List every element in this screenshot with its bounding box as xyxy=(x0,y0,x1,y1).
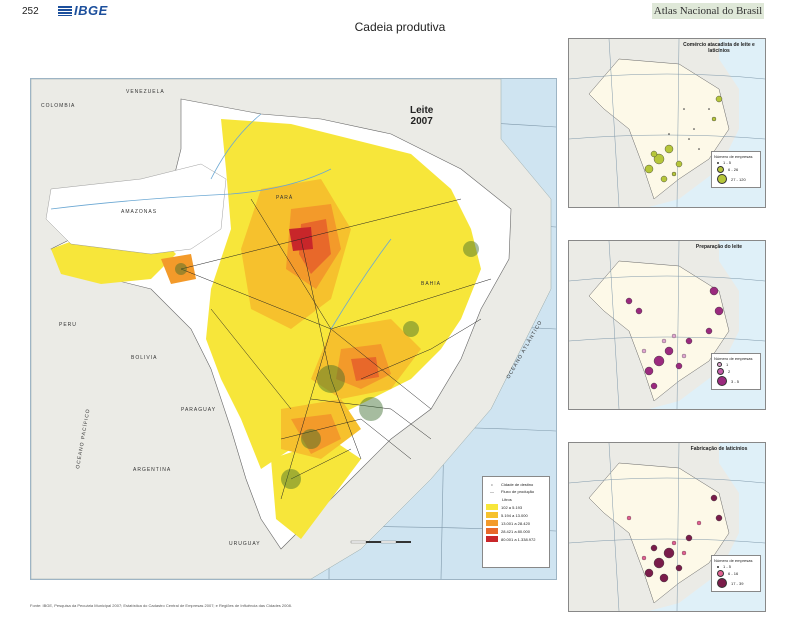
legend-classes-header: Litros xyxy=(502,497,512,502)
source-note: Fonte: IBGE, Pesquisa da Pecuária Munici… xyxy=(30,603,292,608)
inset-legend-label: 1 - 5 xyxy=(723,160,732,165)
swatch-icon xyxy=(486,512,498,518)
main-map-svg: VENEZUELA COLOMBIA PERU BOLIVIA PARAGUAY… xyxy=(31,79,556,579)
label-colombia: COLOMBIA xyxy=(41,103,75,109)
section-title: Cadeia produtiva xyxy=(354,20,446,34)
label-argentina: ARGENTINA xyxy=(133,467,171,473)
map-title: Leite 2007 xyxy=(410,105,433,127)
dot-icon xyxy=(717,368,724,375)
legend-class-label: 28.421 a 80.000 xyxy=(501,528,530,534)
flow-line-icon: — xyxy=(490,489,494,494)
legend-class-label: 5.194 a 13.000 xyxy=(501,512,528,518)
inset-legend-label: 2 xyxy=(728,369,731,374)
inset-wholesale-title: Comércio atacadista de leite e laticínio… xyxy=(683,42,755,54)
dot-icon xyxy=(717,174,727,184)
legend-class-row: 80.001 a 1.338.972 xyxy=(486,536,546,542)
dot-icon xyxy=(717,362,722,367)
legend-flow: — Fluxo de produção xyxy=(486,489,546,494)
dot-icon: • xyxy=(491,482,493,487)
label-amazonas: AMAZONAS xyxy=(121,209,157,215)
label-para: PARÁ xyxy=(276,194,293,201)
inset-legend-title: Número de empresas xyxy=(714,154,753,159)
amazon-area xyxy=(45,163,227,255)
inset-legend-row: 17 - 39 xyxy=(714,578,758,588)
legend-class-label: 13.001 a 28.420 xyxy=(501,520,530,526)
inset-legend-label: 6 - 26 xyxy=(728,167,739,172)
flow-nodes xyxy=(175,241,479,489)
inset-legend-label: 17 - 39 xyxy=(731,580,744,586)
ibge-logo: IBGE xyxy=(58,3,108,18)
main-map: VENEZUELA COLOMBIA PERU BOLIVIA PARAGUAY… xyxy=(30,78,557,580)
inset-legend-row: 1 - 5 xyxy=(714,564,758,569)
swatch-icon xyxy=(486,536,498,542)
inset-legend-row: 1 xyxy=(714,362,758,367)
inset-legend-row: 2 xyxy=(714,368,758,375)
dot-icon xyxy=(717,570,724,577)
inset-legend-title: Número de empresas xyxy=(714,356,753,361)
inset-legend-label: 27 - 120 xyxy=(731,176,746,182)
dot-icon xyxy=(717,376,727,386)
dot-icon xyxy=(717,161,719,164)
logo-text: IBGE xyxy=(74,3,108,18)
dot-icon xyxy=(717,166,724,173)
inset-legend-row: 3 - 5 xyxy=(714,376,758,386)
legend-destination-label: Cidade de destino xyxy=(501,482,534,487)
inset-legend-row: 6 - 26 xyxy=(714,166,758,173)
inset-preparation-map xyxy=(569,241,765,409)
label-bahia: BAHIA xyxy=(421,281,441,287)
legend-class-row: 28.421 a 80.000 xyxy=(486,528,546,534)
legend-class-row: 13.001 a 28.420 xyxy=(486,520,546,526)
inset-legend-row: 1 - 5 xyxy=(714,160,758,165)
map-title-line2: 2007 xyxy=(410,116,433,127)
dot-icon xyxy=(717,565,719,568)
inset-legend-label: 1 xyxy=(726,362,729,367)
legend-class-row: 102 a 5.193 xyxy=(486,504,546,510)
page-number: 252 xyxy=(22,6,39,17)
scale-bar xyxy=(350,540,411,544)
inset-dairy-title: Fabricação de laticínios xyxy=(690,446,748,452)
inset-preparation-legend: Número de empresas 1 2 3 - 5 xyxy=(711,353,761,390)
logo-bars-icon xyxy=(58,6,72,16)
atlas-tag: Atlas Nacional do Brasil xyxy=(652,3,764,19)
legend-destination: • Cidade de destino xyxy=(486,482,546,487)
inset-preparation-title: Preparação do leite xyxy=(695,244,743,250)
production-flows xyxy=(180,198,492,500)
map-title-line1: Leite xyxy=(410,105,434,116)
dot-icon xyxy=(717,578,727,588)
inset-dairy: Fabricação de laticínios Número de empre… xyxy=(568,442,766,612)
swatch-icon xyxy=(486,504,498,510)
legend-class-label: 80.001 a 1.338.972 xyxy=(501,536,536,542)
label-uruguay: URUGUAY xyxy=(229,541,261,547)
inset-legend-row: 27 - 120 xyxy=(714,174,758,184)
legend-class-label: 102 a 5.193 xyxy=(501,504,523,510)
inset-legend-label: 1 - 5 xyxy=(723,564,732,569)
main-legend: • Cidade de destino — Fluxo de produção … xyxy=(482,476,550,568)
inset-wholesale-legend: Número de empresas 1 - 5 6 - 26 27 - 120 xyxy=(711,151,761,188)
rivers xyxy=(50,113,392,330)
swatch-icon xyxy=(486,528,498,534)
label-venezuela: VENEZUELA xyxy=(126,89,165,95)
inset-wholesale: Comércio atacadista de leite e laticínio… xyxy=(568,38,766,208)
label-peru: PERU xyxy=(59,322,77,328)
swatch-icon xyxy=(486,520,498,526)
inset-legend-label: 3 - 5 xyxy=(731,378,740,384)
legend-flow-label: Fluxo de produção xyxy=(501,489,535,494)
label-bolivia: BOLIVIA xyxy=(131,355,157,361)
inset-legend-row: 6 - 16 xyxy=(714,570,758,577)
label-paraguay: PARAGUAY xyxy=(181,407,216,413)
legend-class-row: 5.194 a 13.000 xyxy=(486,512,546,518)
inset-legend-label: 6 - 16 xyxy=(728,571,739,576)
inset-dairy-legend: Número de empresas 1 - 5 6 - 16 17 - 39 xyxy=(711,555,761,592)
inset-preparation: Preparação do leite Número de empresas 1… xyxy=(568,240,766,410)
inset-legend-title: Número de empresas xyxy=(714,558,753,563)
